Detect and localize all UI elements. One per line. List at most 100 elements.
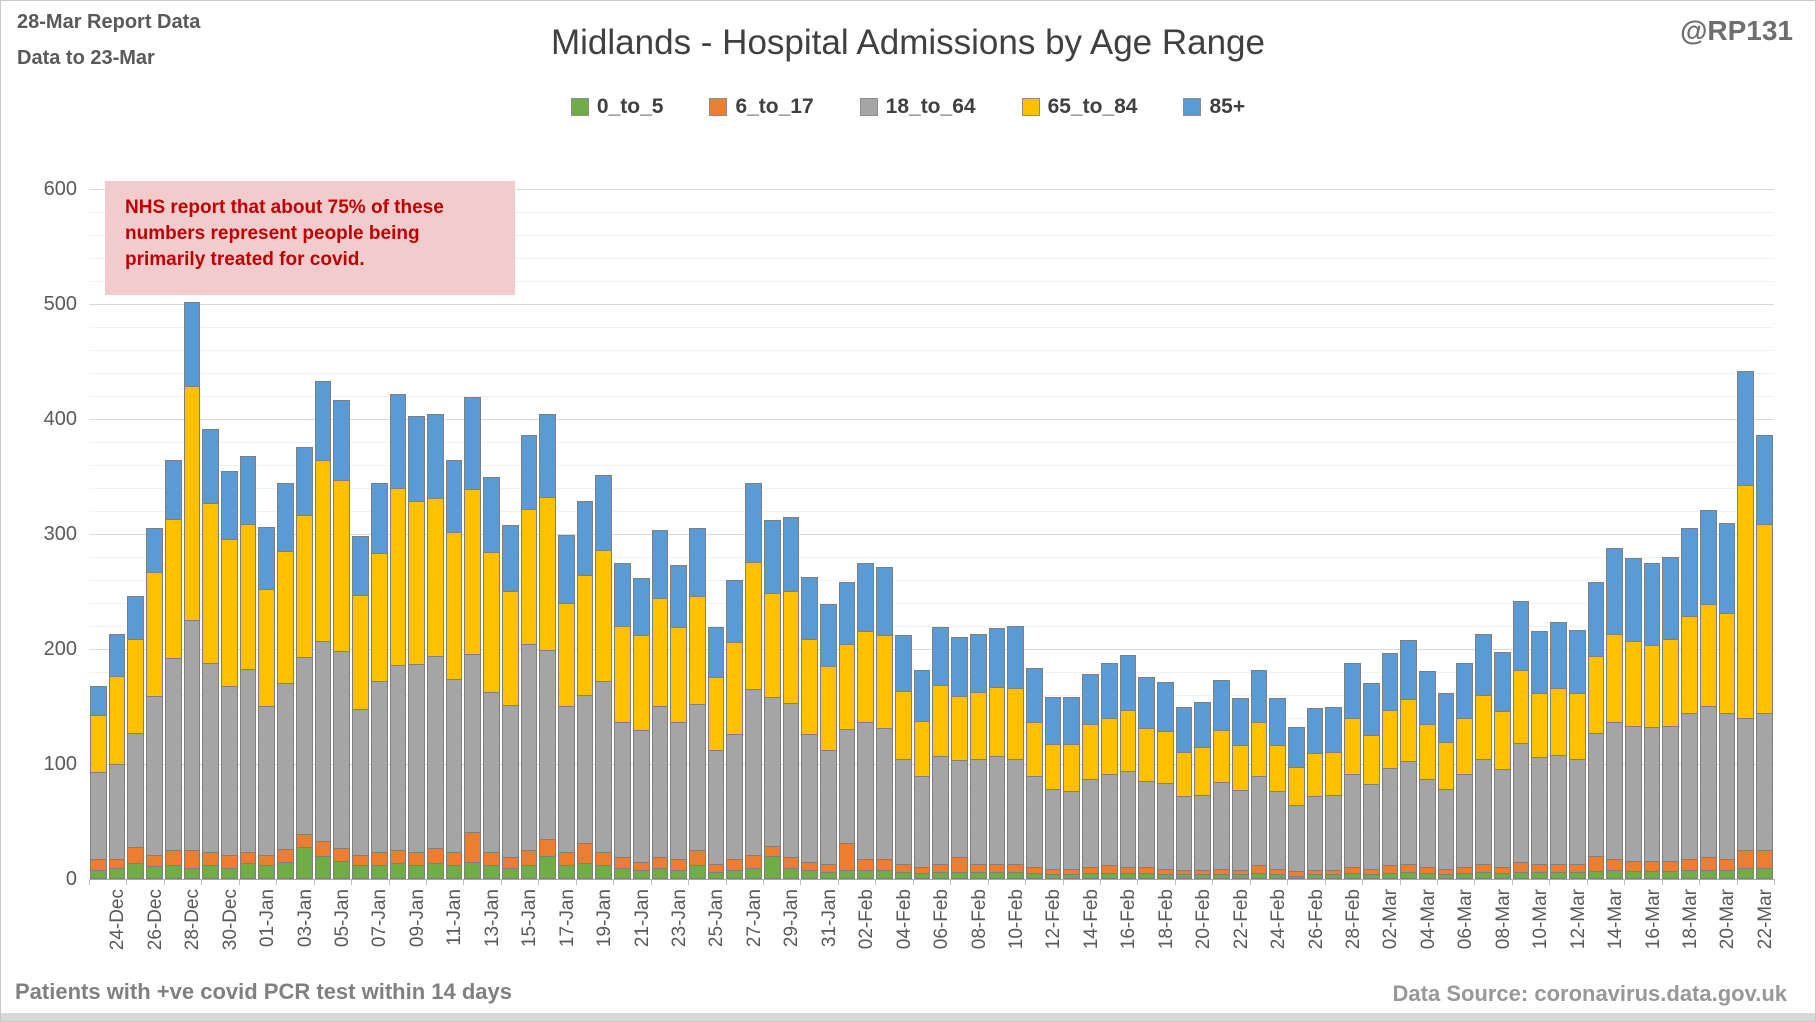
stacked-bar-16-Jan bbox=[520, 434, 538, 879]
x-axis-tick bbox=[1212, 879, 1214, 885]
stacked-bar-10-Jan bbox=[408, 416, 425, 879]
y-tick-label: 600 bbox=[43, 178, 77, 200]
bar-segment-0_to_5 bbox=[1100, 873, 1118, 879]
bar-segment-6_to_17 bbox=[408, 852, 425, 867]
bar-segment-65_to_84 bbox=[370, 553, 388, 682]
author-handle: @RP131 bbox=[1680, 15, 1793, 46]
bar-segment-6_to_17 bbox=[576, 843, 594, 864]
stacked-bar-21-Mar bbox=[1718, 523, 1736, 879]
x-tick-label: 28-Dec bbox=[182, 889, 204, 951]
minor-gridline bbox=[89, 787, 1774, 788]
bar-segment-65_to_84 bbox=[1063, 744, 1081, 793]
x-axis-tick bbox=[763, 879, 764, 885]
minor-gridline bbox=[89, 672, 1774, 673]
x-axis-tick bbox=[1062, 879, 1064, 885]
stacked-bar-11-Feb bbox=[1007, 625, 1024, 879]
minor-gridline bbox=[89, 741, 1774, 742]
bar-segment-85+ bbox=[1044, 696, 1062, 746]
legend-swatch-icon bbox=[709, 98, 728, 116]
bar-segment-18_to_64 bbox=[1512, 743, 1530, 863]
bar-segment-18_to_64 bbox=[127, 732, 145, 848]
x-axis-tick bbox=[725, 879, 727, 885]
stacked-bar-13-Feb bbox=[1044, 696, 1062, 879]
bar-segment-18_to_64 bbox=[1475, 759, 1492, 865]
bar-segment-6_to_17 bbox=[1699, 857, 1717, 871]
bar-segment-18_to_64 bbox=[1044, 789, 1062, 870]
bar-segment-0_to_5 bbox=[1737, 867, 1754, 879]
stacked-bar-23-Jan bbox=[651, 530, 669, 879]
bar-segment-0_to_5 bbox=[876, 869, 893, 879]
bar-segment-65_to_84 bbox=[1269, 745, 1286, 793]
x-tick-label: 10-Mar bbox=[1530, 889, 1552, 950]
minor-gridline bbox=[89, 442, 1774, 443]
bar-segment-18_to_64 bbox=[520, 644, 538, 852]
bar-segment-65_to_84 bbox=[202, 502, 220, 664]
bar-segment-6_to_17 bbox=[370, 852, 388, 867]
bar-segment-65_to_84 bbox=[1550, 687, 1567, 756]
stacked-bar-02-Feb bbox=[838, 581, 856, 879]
stacked-bar-08-Feb bbox=[951, 637, 968, 879]
bar-segment-6_to_17 bbox=[689, 850, 706, 867]
bar-segment-65_to_84 bbox=[707, 677, 725, 751]
bar-segment-0_to_5 bbox=[651, 867, 669, 879]
bar-segment-18_to_64 bbox=[202, 662, 220, 854]
stacked-bar-13-Jan bbox=[464, 396, 482, 879]
bar-segment-0_to_5 bbox=[1755, 867, 1773, 879]
bar-segment-65_to_84 bbox=[1082, 724, 1099, 780]
x-axis-tick bbox=[875, 879, 877, 885]
major-gridline bbox=[89, 764, 1774, 765]
bar-segment-6_to_17 bbox=[1587, 855, 1605, 872]
bar-segment-0_to_5 bbox=[1531, 872, 1549, 879]
legend-swatch-icon bbox=[1021, 98, 1040, 116]
stacked-bar-17-Jan bbox=[539, 413, 556, 879]
bar-segment-85+ bbox=[520, 434, 538, 511]
bar-segment-18_to_64 bbox=[1306, 795, 1324, 871]
x-axis-tick bbox=[1511, 879, 1513, 885]
bar-segment-65_to_84 bbox=[501, 591, 519, 707]
bar-segment-65_to_84 bbox=[146, 571, 163, 698]
bar-segment-18_to_64 bbox=[258, 706, 276, 856]
bar-segment-0_to_5 bbox=[1269, 874, 1286, 879]
bar-segment-85+ bbox=[1662, 556, 1680, 641]
x-tick-label: 10-Feb bbox=[1006, 889, 1028, 950]
stacked-bar-30-Jan bbox=[782, 517, 800, 879]
bar-segment-65_to_84 bbox=[164, 518, 182, 659]
bar-segment-18_to_64 bbox=[389, 664, 407, 852]
bar-segment-65_to_84 bbox=[221, 539, 238, 687]
bar-segment-0_to_5 bbox=[632, 869, 650, 879]
stacked-bar-02-Mar bbox=[1362, 682, 1380, 879]
bar-segment-85+ bbox=[277, 482, 294, 552]
x-axis-tick bbox=[837, 879, 839, 885]
stacked-bar-26-Feb bbox=[1288, 726, 1305, 879]
bar-segment-65_to_84 bbox=[295, 515, 313, 658]
bar-segment-85+ bbox=[632, 578, 650, 636]
bar-segment-85+ bbox=[1643, 563, 1661, 647]
stacked-bar-11-Jan bbox=[426, 413, 444, 879]
bar-segment-0_to_5 bbox=[1550, 872, 1567, 879]
bar-segment-18_to_64 bbox=[969, 759, 987, 865]
bar-segment-0_to_5 bbox=[1194, 874, 1212, 879]
bar-segment-0_to_5 bbox=[1643, 871, 1661, 879]
minor-gridline bbox=[89, 258, 1774, 259]
bar-segment-85+ bbox=[1325, 707, 1343, 754]
bar-segment-18_to_64 bbox=[1531, 756, 1549, 865]
bar-segment-85+ bbox=[1100, 663, 1118, 719]
bar-segment-18_to_64 bbox=[1194, 794, 1212, 871]
stacked-bar-18-Jan bbox=[557, 534, 575, 879]
bar-segment-18_to_64 bbox=[164, 657, 182, 852]
bar-segment-18_to_64 bbox=[1737, 717, 1754, 852]
x-axis-tick bbox=[351, 879, 353, 885]
bar-segment-6_to_17 bbox=[595, 852, 613, 867]
stacked-bar-23-Feb bbox=[1231, 697, 1249, 879]
bar-segment-65_to_84 bbox=[1587, 655, 1605, 734]
bar-segment-0_to_5 bbox=[1606, 869, 1623, 879]
bar-segment-18_to_64 bbox=[426, 655, 444, 849]
stacked-bar-25-Jan bbox=[689, 527, 706, 879]
x-tick-label: 08-Feb bbox=[968, 889, 990, 950]
bar-segment-0_to_5 bbox=[146, 866, 163, 879]
x-tick-label: 04-Feb bbox=[893, 889, 915, 950]
bar-segment-85+ bbox=[239, 456, 257, 526]
bar-segment-85+ bbox=[1175, 707, 1193, 754]
bar-segment-85+ bbox=[1737, 371, 1754, 487]
x-axis-tick bbox=[1362, 879, 1364, 885]
